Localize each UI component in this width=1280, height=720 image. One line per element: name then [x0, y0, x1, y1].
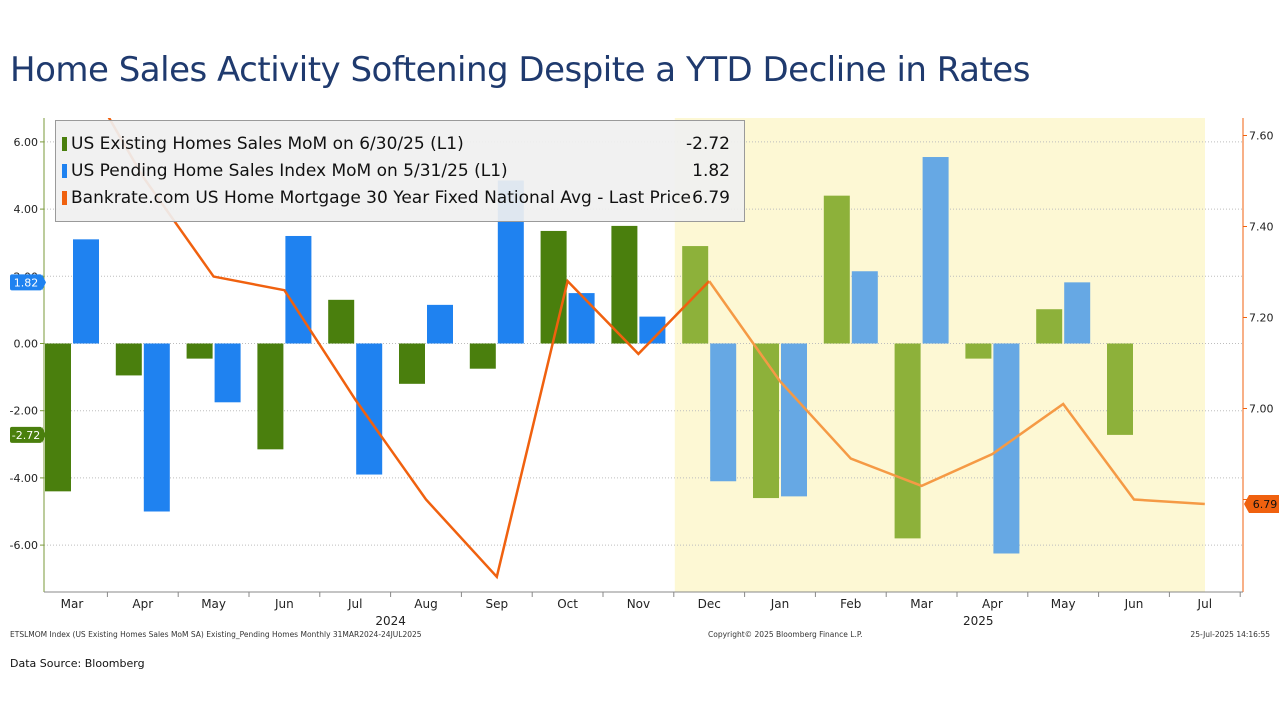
left-tick-label: 0.00	[14, 338, 39, 351]
bar-existing	[965, 343, 992, 359]
x-tick-label: Feb	[840, 597, 861, 611]
legend-item-pending: US Pending Home Sales Index MoM on 5/31/…	[62, 158, 730, 184]
x-tick-label: May	[201, 597, 226, 611]
x-tick-label: Mar	[910, 597, 933, 611]
bar-pending	[356, 343, 383, 475]
legend-item-mortgage: Bankrate.com US Home Mortgage 30 Year Fi…	[62, 185, 730, 211]
x-tick-label: Jul	[1197, 597, 1212, 611]
bar-pending	[427, 304, 453, 344]
bar-pending	[993, 343, 1020, 554]
bar-pending	[781, 343, 807, 497]
x-tick-label: Nov	[627, 597, 650, 611]
legend-swatch-pending	[62, 164, 67, 178]
slide-title: Home Sales Activity Softening Despite a …	[10, 50, 1030, 90]
x-tick-label: Apr	[132, 597, 153, 611]
last-value-tag-label: 6.79	[1253, 498, 1278, 511]
last-value-tag-label: -2.72	[12, 429, 40, 442]
legend-swatch-mortgage	[62, 191, 67, 205]
data-source: Data Source: Bloomberg	[10, 657, 145, 670]
bar-existing	[328, 299, 355, 344]
right-tick-label: 7.20	[1249, 312, 1274, 325]
bar-existing	[45, 343, 71, 492]
chart-legend: US Existing Homes Sales MoM on 6/30/25 (…	[55, 120, 745, 222]
bar-existing	[540, 230, 567, 344]
right-tick-label: 7.00	[1249, 403, 1274, 416]
x-tick-label: Aug	[414, 597, 437, 611]
bar-existing	[894, 343, 921, 539]
last-value-tag-arrow	[42, 426, 46, 443]
last-value-tag	[10, 274, 42, 291]
legend-value: 1.82	[692, 161, 730, 181]
x-tick-label: Dec	[698, 597, 721, 611]
right-tick-label: 7.60	[1249, 130, 1274, 143]
last-value-tag-arrow	[42, 274, 46, 291]
left-tick-label: 4.00	[14, 203, 39, 216]
bar-existing	[823, 195, 850, 344]
bar-existing	[115, 343, 142, 376]
legend-label: US Pending Home Sales Index MoM on 5/31/…	[71, 161, 508, 181]
bar-pending	[922, 157, 949, 344]
last-value-tag	[1244, 495, 1279, 514]
x-tick-label: Sep	[485, 597, 508, 611]
x-tick-label: Apr	[982, 597, 1003, 611]
x-tick-label: Oct	[557, 597, 578, 611]
bar-existing	[469, 343, 496, 369]
bar-pending	[568, 293, 595, 344]
mortgage-rate-line	[107, 118, 711, 580]
year-label: 2025	[963, 614, 994, 628]
year-label: 2024	[375, 614, 406, 628]
bar-existing	[753, 343, 779, 499]
legend-label: US Existing Homes Sales MoM on 6/30/25 (…	[71, 134, 464, 154]
last-value-tag	[10, 426, 42, 443]
legend-value: 6.79	[692, 188, 730, 208]
bar-existing	[399, 343, 425, 384]
x-tick-label: May	[1051, 597, 1076, 611]
bar-existing	[1036, 309, 1063, 344]
bar-pending	[710, 343, 737, 482]
bar-existing	[257, 343, 284, 450]
mortgage-rate-line-recent	[708, 280, 1205, 506]
left-tick-label: -4.00	[10, 472, 38, 485]
legend-item-existing: US Existing Homes Sales MoM on 6/30/25 (…	[62, 131, 730, 157]
footer-copyright: Copyright© 2025 Bloomberg Finance L.P.	[708, 630, 863, 639]
left-tick-label: -2.00	[10, 405, 38, 418]
last-value-tag-label: 1.82	[14, 276, 39, 289]
legend-swatch-existing	[62, 137, 67, 151]
bar-pending	[214, 343, 241, 403]
bar-pending	[851, 271, 878, 344]
footer-timestamp: 25-Jul-2025 14:16:55	[1190, 630, 1270, 639]
bar-pending	[73, 239, 99, 344]
x-tick-label: Mar	[61, 597, 84, 611]
x-tick-label: Jan	[770, 597, 790, 611]
left-tick-label: 6.00	[14, 136, 39, 149]
bar-pending	[143, 343, 170, 512]
bar-existing	[1107, 343, 1133, 435]
left-tick-label: -6.00	[10, 539, 38, 552]
legend-label: Bankrate.com US Home Mortgage 30 Year Fi…	[71, 188, 693, 208]
x-tick-label: Jun	[274, 597, 294, 611]
legend-value: -2.72	[686, 134, 730, 154]
x-tick-label: Jul	[347, 597, 362, 611]
bar-existing	[186, 343, 213, 359]
x-tick-label: Jun	[1124, 597, 1144, 611]
right-tick-label: 7.40	[1249, 221, 1274, 234]
bar-existing	[611, 225, 638, 344]
footer-index-note: ETSLMOM Index (US Existing Homes Sales M…	[10, 630, 422, 639]
bar-pending	[1064, 282, 1091, 344]
